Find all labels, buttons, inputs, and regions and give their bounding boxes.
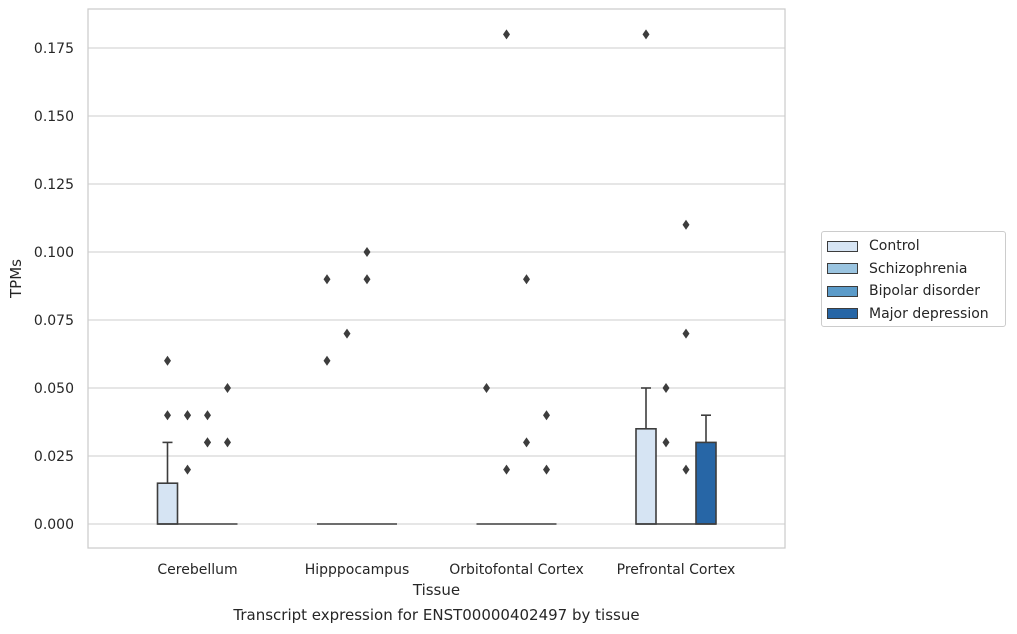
plot-frame xyxy=(87,8,786,549)
outlier-point xyxy=(343,328,351,339)
y-tick-label: 0.025 xyxy=(34,449,74,465)
y-tick-label: 0.075 xyxy=(34,313,74,329)
outlier-point xyxy=(682,219,690,230)
x-axis-title: Tissue xyxy=(412,581,460,599)
x-tick-label: Cerebellum xyxy=(157,562,237,578)
legend-item-control: Control xyxy=(827,235,1005,258)
outlier-point xyxy=(682,464,690,475)
outlier-point xyxy=(164,355,171,366)
legend-item-major-depression: Major depression xyxy=(827,303,1005,326)
outlier-point xyxy=(483,383,490,393)
outlier-point xyxy=(523,274,530,285)
chart-caption: Transcript expression for ENST0000040249… xyxy=(233,606,640,624)
outlier-point xyxy=(662,383,670,393)
legend-label-major-depression: Major depression xyxy=(869,305,989,322)
outlier-point xyxy=(224,383,231,393)
legend-item-bipolar-disorder: Bipolar disorder xyxy=(827,280,1005,303)
outlier-point xyxy=(323,274,331,285)
outlier-point xyxy=(184,410,191,421)
y-tick-label: 0.000 xyxy=(34,517,74,533)
y-tick-label: 0.125 xyxy=(34,177,74,193)
x-tick-label: Hipppocampus xyxy=(305,562,410,578)
outlier-point xyxy=(164,410,171,421)
outlier-point xyxy=(662,437,670,448)
y-tick-label: 0.175 xyxy=(34,41,74,57)
x-tick-label: Prefrontal Cortex xyxy=(617,562,736,578)
y-tick-label: 0.100 xyxy=(34,245,74,261)
legend-label-control: Control xyxy=(869,238,920,255)
outlier-point xyxy=(503,29,510,40)
outlier-point xyxy=(543,410,550,421)
legend-swatch-control xyxy=(827,240,858,252)
y-tick-label: 0.150 xyxy=(34,109,74,125)
outlier-point xyxy=(642,29,650,40)
legend-swatch-bipolar-disorder xyxy=(827,285,858,297)
box xyxy=(156,482,179,525)
outlier-point xyxy=(363,274,371,285)
outlier-point xyxy=(503,464,510,475)
box xyxy=(695,441,717,525)
outlier-point xyxy=(543,464,550,475)
legend-label-bipolar-disorder: Bipolar disorder xyxy=(869,283,981,300)
outlier-point xyxy=(323,355,331,366)
box xyxy=(635,427,657,525)
outlier-point xyxy=(184,464,191,475)
outlier-point xyxy=(523,437,530,448)
outlier-point xyxy=(204,410,211,421)
legend: Control Schizophrenia Bipolar disorder M… xyxy=(821,231,1006,327)
x-tick-label: Orbitofontal Cortex xyxy=(449,562,584,578)
outlier-point xyxy=(224,437,231,448)
outlier-point xyxy=(204,437,211,448)
y-tick-label: 0.050 xyxy=(34,381,74,397)
outlier-point xyxy=(363,247,371,257)
y-axis-title: TPMs xyxy=(7,259,25,299)
legend-swatch-schizophrenia xyxy=(827,263,858,275)
legend-item-schizophrenia: Schizophrenia xyxy=(827,258,1005,281)
legend-label-schizophrenia: Schizophrenia xyxy=(869,260,968,277)
legend-swatch-major-depression xyxy=(827,308,858,320)
outlier-point xyxy=(682,328,690,339)
